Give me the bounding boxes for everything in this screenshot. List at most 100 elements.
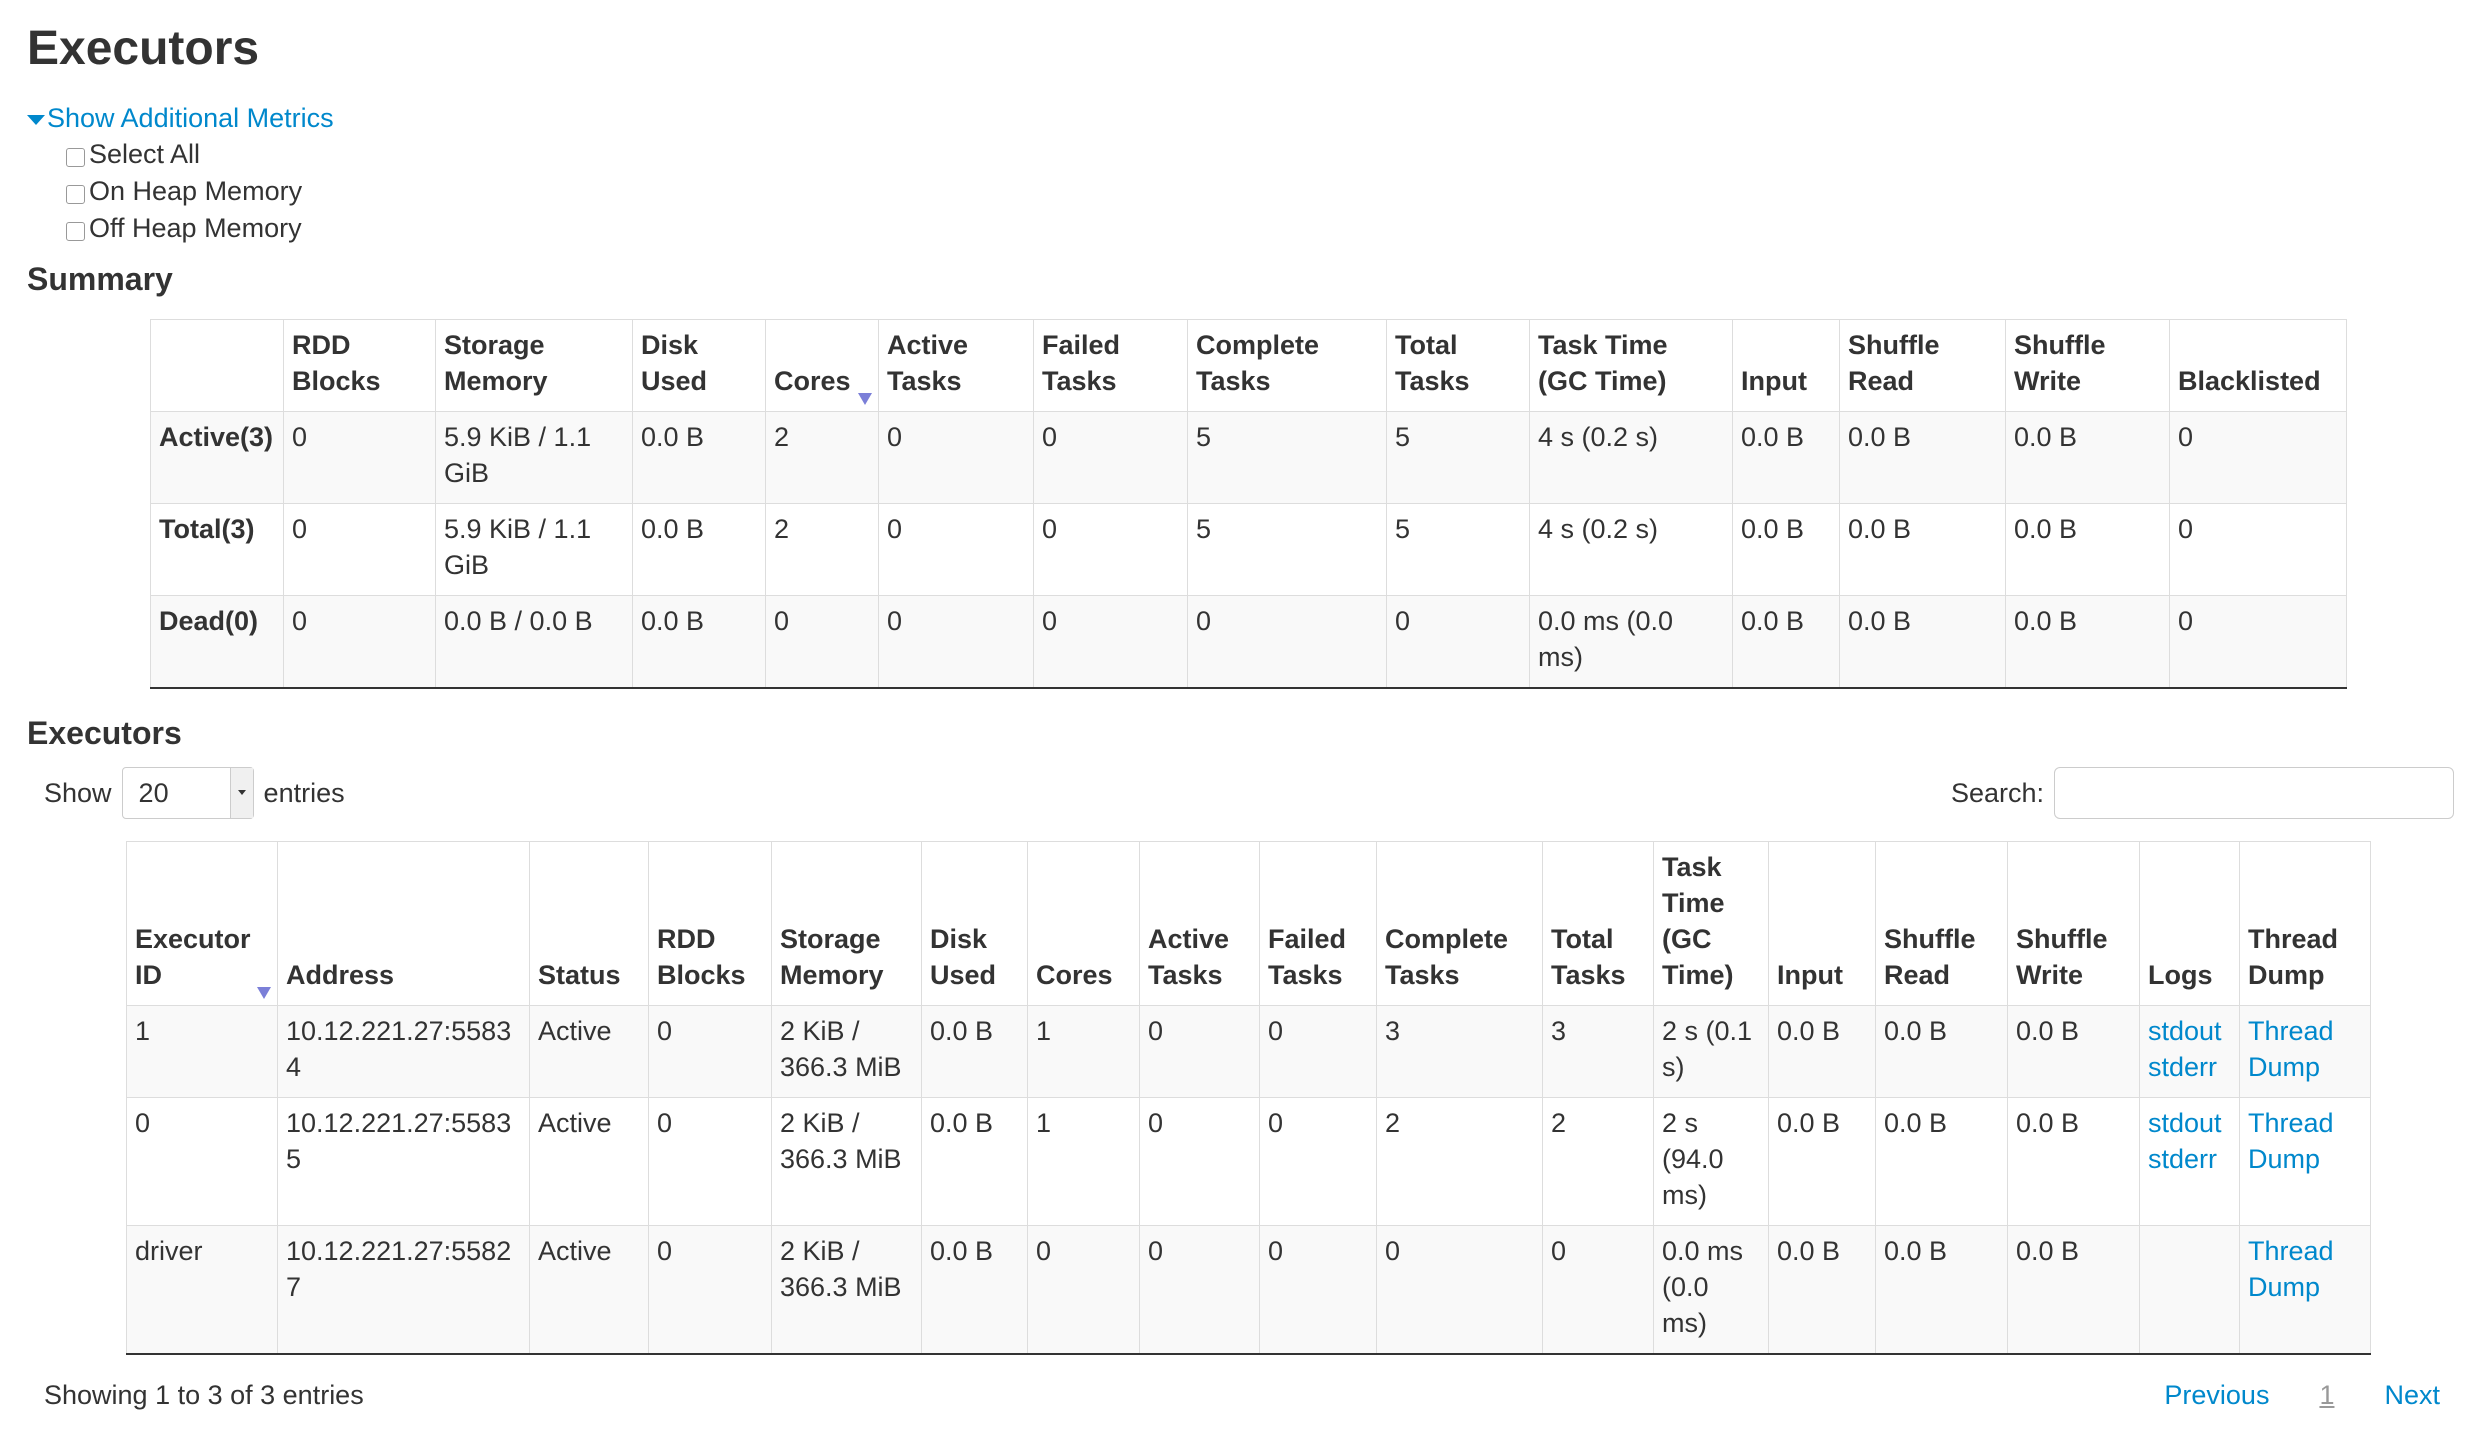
header-label: Storage Memory: [444, 330, 548, 396]
stderr-link[interactable]: stderr: [2148, 1144, 2218, 1174]
summary-cell: 0.0 B: [1732, 595, 1840, 689]
column-header-logs[interactable]: Logs: [2139, 841, 2240, 1006]
off-heap-memory-checkbox[interactable]: Off Heap Memory: [66, 210, 2439, 247]
column-header-failed-tasks[interactable]: Failed Tasks: [1033, 319, 1188, 412]
executor-cell: 2 KiB / 366.3 MiB: [771, 1005, 922, 1098]
header-label: RDD Blocks: [657, 924, 746, 990]
summary-table: RDD Blocks Storage Memory Disk Used Cores Ac…: [150, 319, 2347, 689]
row-label: Total(3): [150, 503, 284, 596]
executor-cell: 0.0 B: [1875, 1225, 2008, 1355]
table-info: Showing 1 to 3 of 3 entries: [44, 1380, 364, 1410]
column-header-failed-tasks[interactable]: Failed Tasks: [1259, 841, 1377, 1006]
column-header-shuffle-read[interactable]: Shuffle Read: [1875, 841, 2008, 1006]
entries-label: entries: [263, 778, 345, 808]
header-label: Shuffle Write: [2014, 330, 2106, 396]
column-header-complete-tasks[interactable]: Complete Tasks: [1187, 319, 1387, 412]
summary-cell: 0.0 B: [1839, 411, 2006, 504]
executor-cell: 0.0 B: [1768, 1225, 1876, 1355]
stdout-link[interactable]: stdout: [2148, 1016, 2222, 1046]
sort-descending-icon: [257, 987, 271, 999]
executor-cell: 0: [126, 1097, 278, 1226]
search-input[interactable]: [2054, 767, 2454, 819]
checkbox-icon: [66, 185, 85, 204]
column-header-complete-tasks[interactable]: Complete Tasks: [1376, 841, 1543, 1006]
executor-cell: 0: [1027, 1225, 1140, 1355]
column-header-executor-id[interactable]: Executor ID: [126, 841, 278, 1006]
executor-cell: 3: [1542, 1005, 1654, 1098]
summary-cell: 0.0 B: [2005, 411, 2170, 504]
column-header-shuffle-write[interactable]: Shuffle Write: [2005, 319, 2170, 412]
entries-select[interactable]: 20: [121, 767, 254, 819]
column-header-cores[interactable]: Cores: [765, 319, 879, 412]
thread-dump-link[interactable]: Thread Dump: [2248, 1108, 2334, 1174]
header-label: Disk Used: [930, 924, 997, 990]
show-additional-metrics-toggle[interactable]: Show Additional Metrics: [27, 100, 2439, 136]
executor-cell: 1: [1027, 1005, 1140, 1098]
executor-cell: Active: [529, 1225, 649, 1355]
column-header-storage-memory[interactable]: Storage Memory: [771, 841, 922, 1006]
executor-cell: 2 KiB / 366.3 MiB: [771, 1225, 922, 1355]
summary-cell: 0: [1033, 411, 1188, 504]
executor-cell: 0: [1259, 1225, 1377, 1355]
column-header-input[interactable]: Input: [1768, 841, 1876, 1006]
column-header-status[interactable]: Status: [529, 841, 649, 1006]
header-label: Complete Tasks: [1196, 330, 1320, 396]
column-header-active-tasks[interactable]: Active Tasks: [878, 319, 1034, 412]
column-header-shuffle-read[interactable]: Shuffle Read: [1839, 319, 2006, 412]
executor-row: 1 10.12.221.27:55834 Active 0 2 KiB / 366.3 …: [126, 1005, 2371, 1098]
thread-dump-link[interactable]: Thread Dump: [2248, 1016, 2334, 1082]
executor-cell: 0.0 B: [2007, 1005, 2140, 1098]
column-header-disk-used[interactable]: Disk Used: [632, 319, 766, 412]
header-label: Input: [1741, 366, 1807, 396]
summary-heading: Summary: [27, 261, 173, 297]
pagination: Previous 1 Next: [2164, 1377, 2440, 1413]
column-header-active-tasks[interactable]: Active Tasks: [1139, 841, 1260, 1006]
summary-cell: 0.0 B: [1732, 411, 1840, 504]
summary-cell: 0: [878, 411, 1034, 504]
column-header-total-tasks[interactable]: Total Tasks: [1542, 841, 1654, 1006]
column-header-rdd-blocks[interactable]: RDD Blocks: [283, 319, 436, 412]
column-header-total-tasks[interactable]: Total Tasks: [1386, 319, 1530, 412]
header-label: Shuffle Read: [1884, 924, 1976, 990]
column-header-storage-memory[interactable]: Storage Memory: [435, 319, 633, 412]
summary-cell: 0.0 B: [1839, 595, 2006, 689]
header-label: Shuffle Write: [2016, 924, 2108, 990]
executor-cell: 0: [1376, 1225, 1543, 1355]
executor-cell: Active: [529, 1005, 649, 1098]
next-page-button[interactable]: Next: [2384, 1380, 2440, 1410]
column-header-address[interactable]: Address: [277, 841, 530, 1006]
executor-cell: 2 s (94.0 ms): [1653, 1097, 1769, 1226]
column-header-shuffle-write[interactable]: Shuffle Write: [2007, 841, 2140, 1006]
column-header-task-time-gc-time[interactable]: Task Time (GC Time): [1529, 319, 1733, 412]
stdout-link[interactable]: stdout: [2148, 1108, 2222, 1138]
executor-cell: 0.0 B: [2007, 1225, 2140, 1355]
select-all-checkbox[interactable]: Select All: [66, 136, 2439, 173]
stderr-link[interactable]: stderr: [2148, 1052, 2218, 1082]
previous-page-button[interactable]: Previous: [2164, 1380, 2270, 1410]
column-header-label[interactable]: [150, 319, 284, 412]
summary-cell: 0: [283, 503, 436, 596]
header-label: Total Tasks: [1551, 924, 1626, 990]
executor-cell: 0: [1259, 1097, 1377, 1226]
thread-dump-link[interactable]: Thread Dump: [2248, 1236, 2334, 1302]
executor-cell: 10.12.221.27:55834: [277, 1005, 530, 1098]
column-header-task-time-gc-time[interactable]: Task Time (GC Time): [1653, 841, 1769, 1006]
column-header-disk-used[interactable]: Disk Used: [921, 841, 1028, 1006]
summary-cell: 0.0 B: [2005, 595, 2170, 689]
column-header-rdd-blocks[interactable]: RDD Blocks: [648, 841, 772, 1006]
column-header-input[interactable]: Input: [1732, 319, 1840, 412]
executor-cell: 2: [1376, 1097, 1543, 1226]
summary-cell: 0: [283, 411, 436, 504]
column-header-cores[interactable]: Cores: [1027, 841, 1140, 1006]
column-header-thread-dump[interactable]: Thread Dump: [2239, 841, 2371, 1006]
page-1-button[interactable]: 1: [2319, 1380, 2335, 1410]
summary-cell: 2: [765, 411, 879, 504]
checkbox-icon: [66, 148, 85, 167]
sort-descending-icon: [858, 393, 872, 405]
column-header-blacklisted[interactable]: Blacklisted: [2169, 319, 2347, 412]
summary-cell: 0: [765, 595, 879, 689]
on-heap-memory-checkbox[interactable]: On Heap Memory: [66, 173, 2439, 210]
